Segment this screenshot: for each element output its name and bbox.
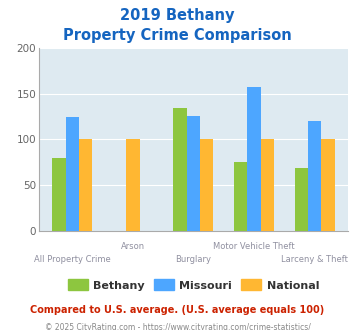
Text: 2019 Bethany: 2019 Bethany (120, 8, 235, 23)
Bar (126, 139, 140, 231)
Text: Compared to U.S. average. (U.S. average equals 100): Compared to U.S. average. (U.S. average … (31, 305, 324, 315)
Text: Arson: Arson (121, 242, 145, 251)
Text: Motor Vehicle Theft: Motor Vehicle Theft (213, 242, 295, 251)
Text: © 2025 CityRating.com - https://www.cityrating.com/crime-statistics/: © 2025 CityRating.com - https://www.city… (45, 323, 310, 330)
Text: Property Crime Comparison: Property Crime Comparison (63, 28, 292, 43)
Bar (247, 87, 261, 231)
Text: All Property Crime: All Property Crime (34, 255, 111, 264)
Bar (53, 158, 66, 231)
Text: Burglary: Burglary (175, 255, 212, 264)
Bar (200, 139, 213, 231)
Bar (187, 115, 200, 231)
Bar (321, 139, 334, 231)
Bar (79, 139, 92, 231)
Bar (295, 168, 308, 231)
Bar (308, 121, 321, 231)
Legend: Bethany, Missouri, National: Bethany, Missouri, National (64, 275, 323, 295)
Bar (261, 139, 274, 231)
Text: Larceny & Theft: Larceny & Theft (281, 255, 348, 264)
Bar (174, 108, 187, 231)
Bar (234, 162, 247, 231)
Bar (66, 116, 79, 231)
